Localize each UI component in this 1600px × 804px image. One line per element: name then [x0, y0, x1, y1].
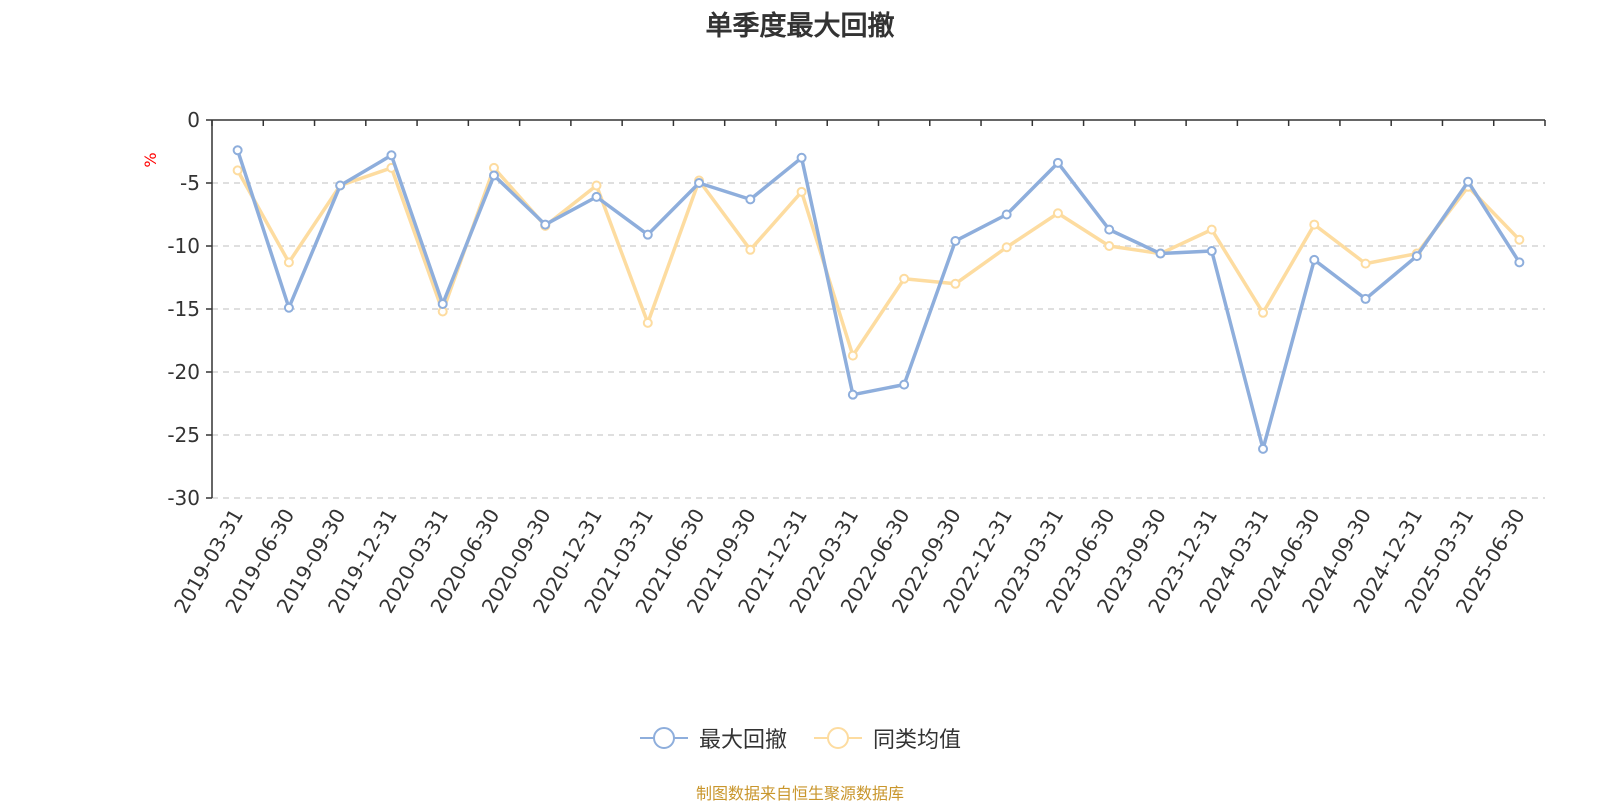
data-point[interactable] — [1411, 251, 1422, 262]
data-point[interactable] — [1514, 234, 1525, 245]
data-point[interactable] — [1001, 242, 1012, 253]
y-tick-label: -10 — [167, 234, 200, 258]
y-tick-label: -20 — [167, 360, 200, 384]
data-point[interactable] — [847, 350, 858, 361]
data-point[interactable] — [1206, 246, 1217, 257]
legend-marker-icon — [814, 727, 862, 749]
data-point[interactable] — [899, 273, 910, 284]
data-point[interactable] — [1360, 293, 1371, 304]
data-point[interactable] — [1104, 241, 1115, 251]
data-point[interactable] — [1514, 257, 1525, 268]
data-point[interactable] — [283, 257, 294, 268]
source-note: 制图数据来自恒生聚源数据库 — [695, 784, 904, 803]
legend: 最大回撤 同类均值 — [0, 722, 1600, 754]
data-point[interactable] — [1001, 209, 1012, 220]
y-axis-label: % — [141, 152, 160, 167]
data-point[interactable] — [591, 191, 602, 202]
x-tick-labels: 2019-03-312019-06-302019-09-302019-12-31… — [169, 504, 1530, 617]
data-point[interactable] — [642, 229, 653, 240]
data-point[interactable] — [1309, 254, 1320, 265]
data-point[interactable] — [232, 165, 243, 176]
data-point[interactable] — [488, 170, 499, 181]
data-point[interactable] — [899, 379, 910, 390]
legend-label: 同类均值 — [873, 728, 962, 753]
data-point[interactable] — [1360, 258, 1371, 269]
legend-label: 最大回撤 — [698, 728, 787, 753]
legend-item-peer-average[interactable]: 同类均值 — [813, 722, 961, 754]
data-point[interactable] — [437, 298, 448, 309]
data-point[interactable] — [1104, 224, 1115, 235]
data-point[interactable] — [642, 317, 653, 328]
data-point[interactable] — [1258, 443, 1269, 454]
legend-item-max-drawdown[interactable]: 最大回撤 — [639, 722, 787, 754]
data-point[interactable] — [950, 278, 961, 289]
data-point[interactable] — [796, 152, 807, 163]
data-point[interactable] — [694, 178, 705, 188]
data-point[interactable] — [950, 235, 961, 246]
data-point[interactable] — [847, 389, 858, 400]
data-point[interactable] — [540, 219, 551, 230]
y-tick-label: -30 — [167, 486, 200, 510]
data-point[interactable] — [1052, 157, 1063, 168]
data-point[interactable] — [1206, 224, 1217, 235]
y-tick-label: -25 — [167, 423, 200, 447]
axes — [206, 119, 1546, 499]
data-point[interactable] — [591, 180, 602, 191]
series-line-peer-average — [236, 166, 1521, 358]
data-point[interactable] — [1052, 208, 1063, 219]
y-tick-label: -5 — [180, 171, 200, 195]
data-point[interactable] — [796, 186, 807, 197]
data-point[interactable] — [745, 194, 756, 205]
series-line-max-drawdown — [235, 149, 1521, 451]
legend-marker-icon — [639, 727, 688, 749]
series-lines — [232, 145, 1525, 454]
data-point[interactable] — [283, 302, 294, 313]
data-point[interactable] — [1258, 307, 1269, 318]
y-tick-label: -15 — [167, 297, 200, 321]
grid-lines — [212, 182, 1545, 499]
data-point[interactable] — [232, 145, 243, 156]
data-point[interactable] — [1309, 219, 1320, 230]
data-point[interactable] — [1463, 176, 1474, 187]
y-tick-label: 0 — [187, 108, 200, 132]
chart-title: 单季度最大回撤 — [705, 11, 895, 42]
data-point[interactable] — [386, 150, 397, 161]
data-point[interactable] — [1155, 248, 1166, 259]
y-tick-labels: 0 -5 -10 -15 -20 -25 -30 — [167, 108, 200, 510]
data-point[interactable] — [745, 244, 756, 255]
data-point[interactable] — [335, 180, 346, 191]
